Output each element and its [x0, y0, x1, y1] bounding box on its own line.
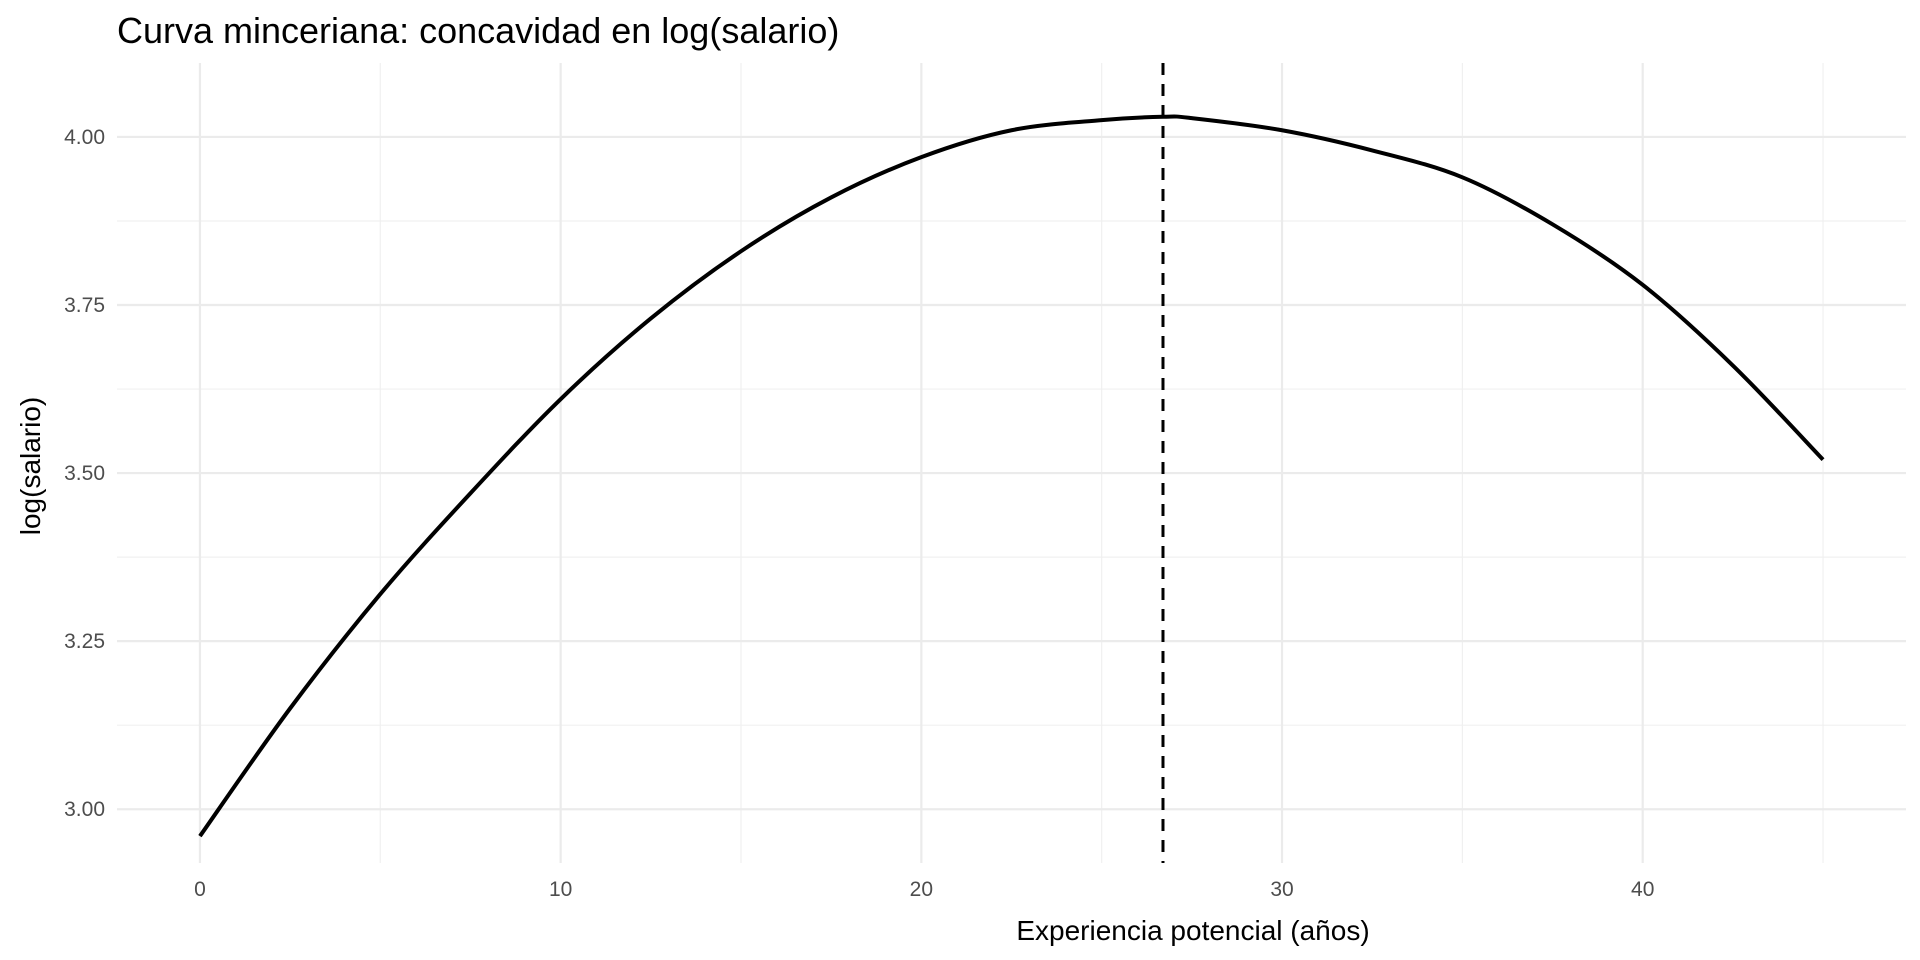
chart-title: Curva minceriana: concavidad en log(sala…: [117, 10, 839, 51]
y-tick-label: 3.75: [64, 294, 105, 317]
x-tick-label: 20: [910, 878, 933, 901]
y-tick-label: 3.50: [64, 462, 105, 485]
x-tick-label: 30: [1270, 878, 1293, 901]
x-axis-label: Experiencia potencial (años): [1016, 915, 1369, 946]
y-tick-label: 4.00: [64, 126, 105, 149]
x-tick-label: 40: [1631, 878, 1654, 901]
y-tick-label: 3.25: [64, 630, 105, 653]
series-line: [198, 114, 1825, 838]
x-tick-label: 0: [194, 878, 206, 901]
y-tick-labels: 3.00 3.25 3.50 3.75 4.00: [64, 126, 105, 821]
series-layer: [198, 114, 1825, 838]
y-axis-label: log(salario): [15, 397, 46, 536]
y-tick-label: 3.00: [64, 798, 105, 821]
gridlines: [117, 63, 1906, 863]
x-tick-label: 10: [549, 878, 572, 901]
x-tick-labels: 0 10 20 30 40: [194, 878, 1654, 901]
